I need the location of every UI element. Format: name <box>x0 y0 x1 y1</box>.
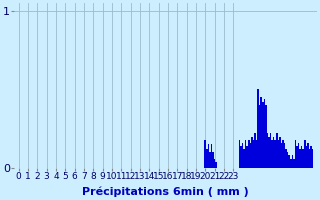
Bar <box>262 102 264 168</box>
Bar <box>214 159 215 168</box>
Bar <box>259 105 260 168</box>
Bar <box>298 143 299 168</box>
Bar <box>250 143 251 168</box>
Bar <box>256 140 257 168</box>
Bar <box>240 146 242 168</box>
Bar <box>268 137 270 168</box>
Bar <box>215 162 217 168</box>
Bar <box>239 140 240 168</box>
Bar <box>208 144 209 168</box>
Bar <box>276 133 277 168</box>
Bar <box>285 149 287 168</box>
Bar <box>243 149 245 168</box>
Bar <box>288 155 290 168</box>
Bar <box>309 149 310 168</box>
Bar <box>307 143 309 168</box>
Bar <box>279 137 281 168</box>
Bar <box>290 159 292 168</box>
Bar <box>293 159 295 168</box>
Bar <box>295 140 296 168</box>
Bar <box>271 140 273 168</box>
Bar <box>209 152 211 168</box>
Bar <box>284 143 285 168</box>
Bar <box>245 140 246 168</box>
Bar <box>206 149 208 168</box>
Bar <box>211 144 212 168</box>
Bar <box>242 143 243 168</box>
Bar <box>304 140 306 168</box>
Bar <box>212 152 214 168</box>
Bar <box>204 140 206 168</box>
Bar <box>292 155 293 168</box>
Bar <box>257 89 259 168</box>
Bar <box>270 133 271 168</box>
Bar <box>296 146 298 168</box>
Bar <box>254 133 256 168</box>
Bar <box>310 146 312 168</box>
Bar <box>248 140 250 168</box>
Bar <box>251 137 253 168</box>
Bar <box>260 97 262 168</box>
Bar <box>265 105 267 168</box>
Bar <box>246 146 248 168</box>
Bar <box>281 143 282 168</box>
Bar <box>282 140 284 168</box>
Bar <box>301 146 302 168</box>
Bar <box>267 133 268 168</box>
Bar <box>273 137 275 168</box>
X-axis label: Précipitations 6min ( mm ): Précipitations 6min ( mm ) <box>82 187 249 197</box>
Bar <box>287 152 288 168</box>
Bar <box>299 149 301 168</box>
Bar <box>264 99 265 168</box>
Bar <box>275 140 276 168</box>
Bar <box>306 146 307 168</box>
Bar <box>302 149 304 168</box>
Bar <box>253 140 254 168</box>
Bar <box>277 140 279 168</box>
Bar <box>312 149 313 168</box>
